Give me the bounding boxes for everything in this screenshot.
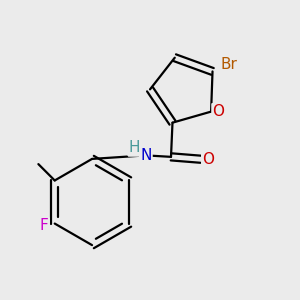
- Text: F: F: [40, 218, 49, 233]
- Text: N: N: [140, 148, 152, 163]
- Text: O: O: [212, 104, 224, 119]
- Text: Br: Br: [220, 56, 237, 71]
- Text: O: O: [202, 152, 214, 167]
- Text: O: O: [202, 152, 214, 167]
- Text: O: O: [212, 104, 224, 119]
- Text: N: N: [140, 148, 152, 163]
- Text: H: H: [129, 140, 140, 155]
- Text: F: F: [40, 218, 49, 233]
- Text: H: H: [129, 140, 140, 155]
- Text: Br: Br: [220, 56, 237, 71]
